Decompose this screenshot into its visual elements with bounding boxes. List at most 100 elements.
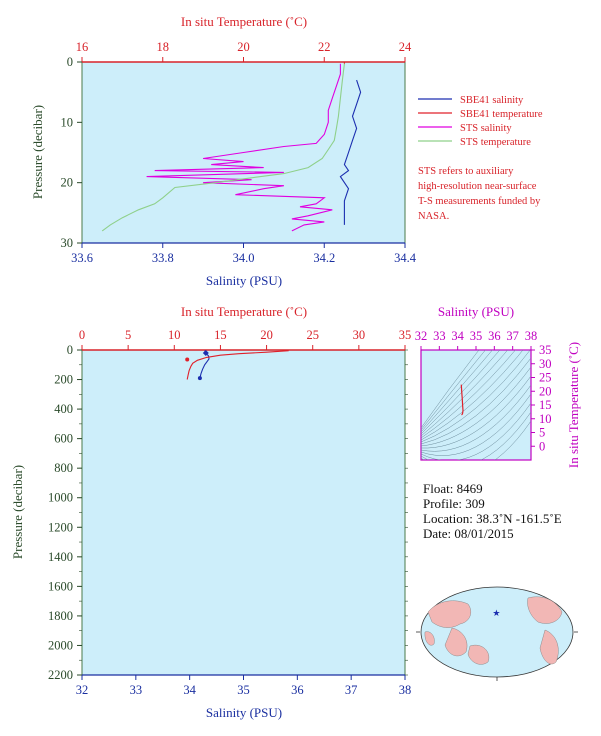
- top-salinity-axis-title: Salinity (PSU): [206, 273, 282, 288]
- pressure-tick-label-6: 1200: [48, 520, 73, 534]
- top-series: [101, 62, 362, 232]
- bottom-panel: 32 33 34 35 36 37 38 0 5 10 15 20 25 30 35 0 200 400 600 80…: [10, 304, 411, 720]
- legend-sts-salinity: STS salinity: [460, 123, 512, 134]
- top-pressure-axis-title: Pressure (decibar): [30, 105, 45, 199]
- salinity-tick-label-3: 34.2: [313, 251, 335, 265]
- pressure-tick-label-7: 1400: [48, 550, 73, 564]
- ts-density-contour: [421, 350, 486, 431]
- temperature-tick-label-7: 35: [399, 328, 412, 342]
- pressure-tick-label-2: 20: [61, 176, 74, 190]
- pressure-tick-label-3: 30: [61, 236, 74, 250]
- sts-note: STS refers to auxiliary high-resolution n…: [418, 166, 541, 222]
- legend-sbe41-salinity: SBE41 salinity: [460, 95, 524, 106]
- ts-salinity-tick-label-3: 35: [470, 329, 483, 343]
- ts-density-contour: [421, 350, 531, 443]
- temperature-tick-label-6: 30: [353, 328, 366, 342]
- salinity-tick-label-5: 37: [345, 683, 358, 697]
- ts-temperature-tick-label-0: 0: [539, 439, 545, 453]
- salinity-tick-label-6: 38: [399, 683, 412, 697]
- ts-temperature-axis-title: In situ Temperature (˚C): [566, 342, 581, 468]
- sts-note-text: STS refers to auxiliary high-resolution n…: [418, 166, 541, 222]
- ts-temperature-tick-label-3: 15: [539, 398, 552, 412]
- salinity-tick-label-1: 33.8: [152, 251, 174, 265]
- salinity-tick-label-0: 32: [76, 683, 89, 697]
- ts-density-contour: [421, 350, 524, 441]
- ts-temperature-tick-label-7: 35: [539, 343, 552, 357]
- pressure-tick-label-8: 1600: [48, 579, 73, 593]
- ts-series: [460, 384, 464, 416]
- top-temperature-axis-title: In situ Temperature (˚C): [181, 14, 307, 29]
- temperature-end-marker: [185, 357, 190, 362]
- ts-temperature-tick-label-6: 30: [539, 357, 552, 371]
- ts-salinity-tick-label-4: 36: [488, 329, 501, 343]
- pressure-tick-label-11: 2200: [48, 668, 73, 682]
- pressure-tick-label-4: 800: [54, 461, 73, 475]
- pressure-tick-label-1: 200: [54, 373, 73, 387]
- ts-density-contour: [421, 350, 516, 439]
- float-info: Float: 8469 Profile: 309 Location: 38.3˚…: [423, 481, 562, 541]
- temperature-tick-label-4: 20: [260, 328, 273, 342]
- ts-temperature-tick-label-1: 5: [539, 426, 545, 440]
- ts-series-line: [460, 384, 464, 416]
- salinity-tick-label-1: 33: [130, 683, 143, 697]
- salinity-tick-label-2: 34.0: [233, 251, 255, 265]
- map-land: [424, 596, 563, 665]
- temperature-tick-label-4: 24: [399, 40, 412, 54]
- ts-temperature-tick-label-2: 10: [539, 412, 552, 426]
- temperature-tick-label-5: 25: [306, 328, 319, 342]
- pressure-tick-label-3: 600: [54, 432, 73, 446]
- salinity-tick-label-4: 34.4: [394, 251, 417, 265]
- top-ticks: 33.6 33.8 34.0 34.2 34.4 16 18 20 22 24 0 10 20 30: [61, 40, 417, 265]
- series-sbe41-salinity: [339, 79, 362, 225]
- ts-salinity-tick-label-6: 38: [525, 329, 538, 343]
- salinity-tick-label-0: 33.6: [71, 251, 93, 265]
- profile-number: Profile: 309: [423, 496, 485, 511]
- temperature-tick-label-3: 15: [214, 328, 227, 342]
- ts-salinity-tick-label-0: 32: [415, 329, 428, 343]
- top-panel: 33.6 33.8 34.0 34.2 34.4 16 18 20 22 24 0 10 20 30 In…: [30, 14, 417, 288]
- bottom-pressure-axis-title: Pressure (decibar): [10, 465, 25, 559]
- legend-sts-temperature: STS temperature: [460, 137, 531, 148]
- ts-density-contour: [421, 393, 531, 456]
- ts-density-contour: [421, 357, 531, 445]
- temperature-tick-label-1: 18: [157, 40, 170, 54]
- temperature-tick-label-0: 16: [76, 40, 89, 54]
- bottom-plot-area: [81, 349, 406, 676]
- temperature-tick-label-2: 10: [168, 328, 181, 342]
- pressure-tick-label-2: 400: [54, 402, 73, 416]
- temperature-tick-label-0: 0: [79, 328, 85, 342]
- pressure-tick-label-1: 10: [61, 115, 74, 129]
- date: Date: 08/01/2015: [423, 526, 514, 541]
- float-location-marker: ★: [492, 608, 500, 618]
- ts-density-contour: [421, 350, 501, 435]
- legend-sbe41-temperature: SBE41 temperature: [460, 109, 543, 120]
- ts-density-contour: [421, 411, 531, 460]
- ts-density-contour: [421, 402, 531, 460]
- ts-density-contour: [421, 420, 531, 460]
- salinity-end-marker: [197, 376, 202, 381]
- salinity-tick-label-4: 36: [291, 683, 304, 697]
- bottom-series: [185, 349, 289, 381]
- legend: SBE41 salinity SBE41 temperature STS sal…: [418, 95, 543, 148]
- ts-density-contours: [421, 350, 531, 460]
- pressure-tick-label-0: 0: [67, 55, 73, 69]
- salinity-start-marker: [202, 349, 209, 356]
- ts-density-contour: [421, 350, 493, 433]
- series-temperature: [186, 350, 289, 380]
- location: Location: 38.3˚N -161.5˚E: [423, 511, 562, 526]
- pressure-tick-label-0: 0: [67, 343, 73, 357]
- temperature-tick-label-1: 5: [125, 328, 131, 342]
- ts-density-contour: [421, 350, 480, 429]
- float-id: Float: 8469: [423, 481, 483, 496]
- ts-temperature-tick-label-5: 25: [539, 371, 552, 385]
- ts-salinity-tick-label-2: 34: [451, 329, 464, 343]
- bottom-salinity-axis-title: Salinity (PSU): [206, 705, 282, 720]
- ts-density-contour: [421, 375, 531, 449]
- salinity-tick-label-3: 35: [237, 683, 250, 697]
- ts-temperature-tick-label-4: 20: [539, 384, 552, 398]
- series-sts-temperature: [101, 63, 345, 232]
- ts-salinity-tick-label-5: 37: [506, 329, 519, 343]
- ts-salinity-axis-title: Salinity (PSU): [438, 304, 514, 319]
